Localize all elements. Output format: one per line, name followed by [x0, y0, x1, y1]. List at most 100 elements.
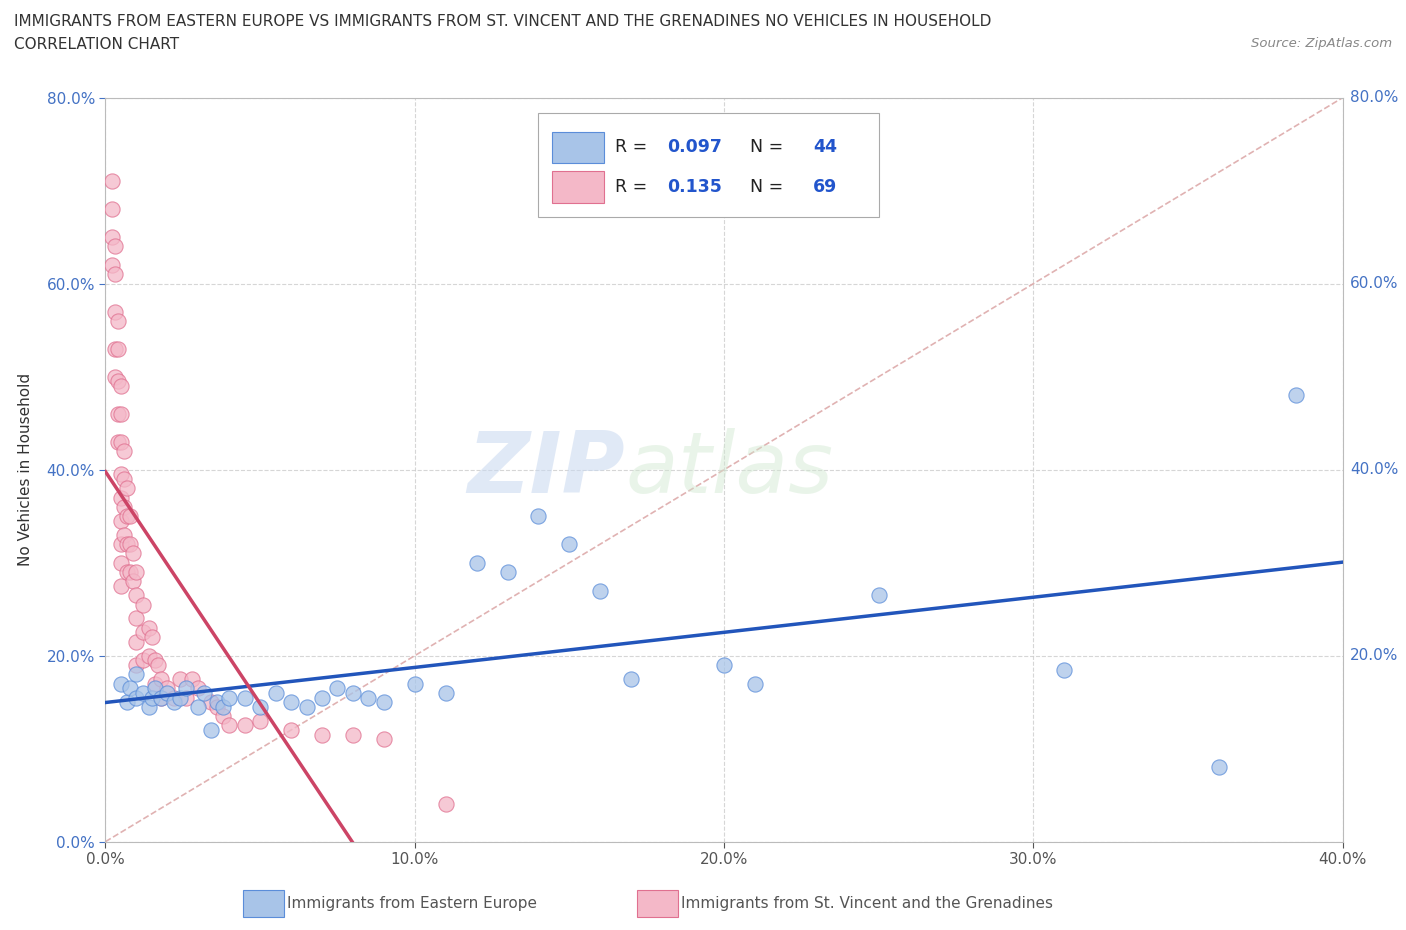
Text: 44: 44: [813, 139, 837, 156]
Text: 0.097: 0.097: [668, 139, 723, 156]
Point: [200, 723, 222, 737]
Point: [138, 699, 160, 714]
Point: [868, 588, 890, 603]
Point: [131, 653, 153, 668]
Point: [110, 379, 132, 393]
Point: [143, 653, 166, 668]
Point: [295, 699, 318, 714]
Point: [104, 369, 127, 384]
Point: [112, 499, 135, 514]
Text: IMMIGRANTS FROM EASTERN EUROPE VS IMMIGRANTS FROM ST. VINCENT AND THE GRENADINES: IMMIGRANTS FROM EASTERN EUROPE VS IMMIGR…: [14, 14, 991, 29]
Point: [125, 611, 148, 626]
Point: [465, 555, 488, 570]
Point: [120, 565, 142, 579]
Point: [169, 671, 191, 686]
Point: [200, 695, 222, 710]
Point: [233, 690, 256, 705]
Point: [100, 258, 122, 272]
Point: [110, 467, 132, 482]
Point: [434, 797, 457, 812]
Point: [150, 671, 173, 686]
Point: [141, 630, 163, 644]
Point: [558, 537, 581, 551]
Point: [125, 634, 148, 649]
Point: [100, 230, 122, 245]
FancyBboxPatch shape: [538, 113, 879, 217]
Point: [125, 588, 148, 603]
Point: [326, 681, 349, 696]
Point: [212, 709, 235, 724]
Text: ZIP: ZIP: [467, 428, 626, 512]
Point: [249, 699, 271, 714]
Point: [249, 713, 271, 728]
Text: Source: ZipAtlas.com: Source: ZipAtlas.com: [1251, 37, 1392, 50]
Point: [107, 374, 129, 389]
Point: [146, 658, 169, 672]
Point: [131, 625, 153, 640]
Text: 69: 69: [813, 178, 838, 196]
Point: [744, 676, 766, 691]
Point: [110, 676, 132, 691]
Point: [104, 239, 127, 254]
Point: [110, 555, 132, 570]
Point: [169, 690, 191, 705]
Point: [187, 681, 209, 696]
Point: [104, 304, 127, 319]
Text: 80.0%: 80.0%: [1350, 90, 1398, 105]
Point: [107, 406, 129, 421]
Point: [713, 658, 735, 672]
Point: [131, 685, 153, 700]
Point: [131, 597, 153, 612]
Point: [100, 202, 122, 217]
Point: [112, 527, 135, 542]
Point: [110, 537, 132, 551]
Point: [120, 509, 142, 524]
Text: Immigrants from Eastern Europe: Immigrants from Eastern Europe: [287, 896, 537, 910]
Point: [110, 490, 132, 505]
Point: [1285, 388, 1308, 403]
Point: [143, 681, 166, 696]
Point: [110, 406, 132, 421]
Text: Immigrants from St. Vincent and the Grenadines: Immigrants from St. Vincent and the Gren…: [681, 896, 1053, 910]
Point: [218, 718, 240, 733]
Text: R =: R =: [616, 139, 652, 156]
Point: [280, 695, 302, 710]
Text: 40.0%: 40.0%: [1350, 462, 1398, 477]
Point: [357, 690, 380, 705]
Text: 60.0%: 60.0%: [1350, 276, 1398, 291]
Text: R =: R =: [616, 178, 658, 196]
Point: [156, 685, 179, 700]
Point: [125, 565, 148, 579]
Point: [434, 685, 457, 700]
Point: [125, 667, 148, 682]
Text: atlas: atlas: [626, 428, 834, 512]
Point: [311, 690, 333, 705]
Point: [162, 695, 184, 710]
Point: [115, 565, 138, 579]
Point: [342, 685, 364, 700]
Text: 20.0%: 20.0%: [1350, 648, 1398, 663]
Point: [150, 690, 173, 705]
Point: [110, 578, 132, 593]
Point: [112, 472, 135, 486]
FancyBboxPatch shape: [553, 171, 605, 203]
Point: [264, 685, 287, 700]
Text: N =: N =: [740, 139, 789, 156]
Point: [212, 699, 235, 714]
Point: [115, 509, 138, 524]
Point: [107, 434, 129, 449]
Point: [218, 690, 240, 705]
Point: [373, 695, 395, 710]
Point: [138, 620, 160, 635]
Y-axis label: No Vehicles in Household: No Vehicles in Household: [18, 373, 32, 566]
Point: [115, 537, 138, 551]
Point: [112, 444, 135, 458]
Point: [125, 658, 148, 672]
Point: [107, 313, 129, 328]
Point: [527, 509, 550, 524]
Point: [1208, 760, 1230, 775]
Point: [342, 727, 364, 742]
Point: [1053, 662, 1076, 677]
Point: [174, 681, 197, 696]
Point: [141, 690, 163, 705]
